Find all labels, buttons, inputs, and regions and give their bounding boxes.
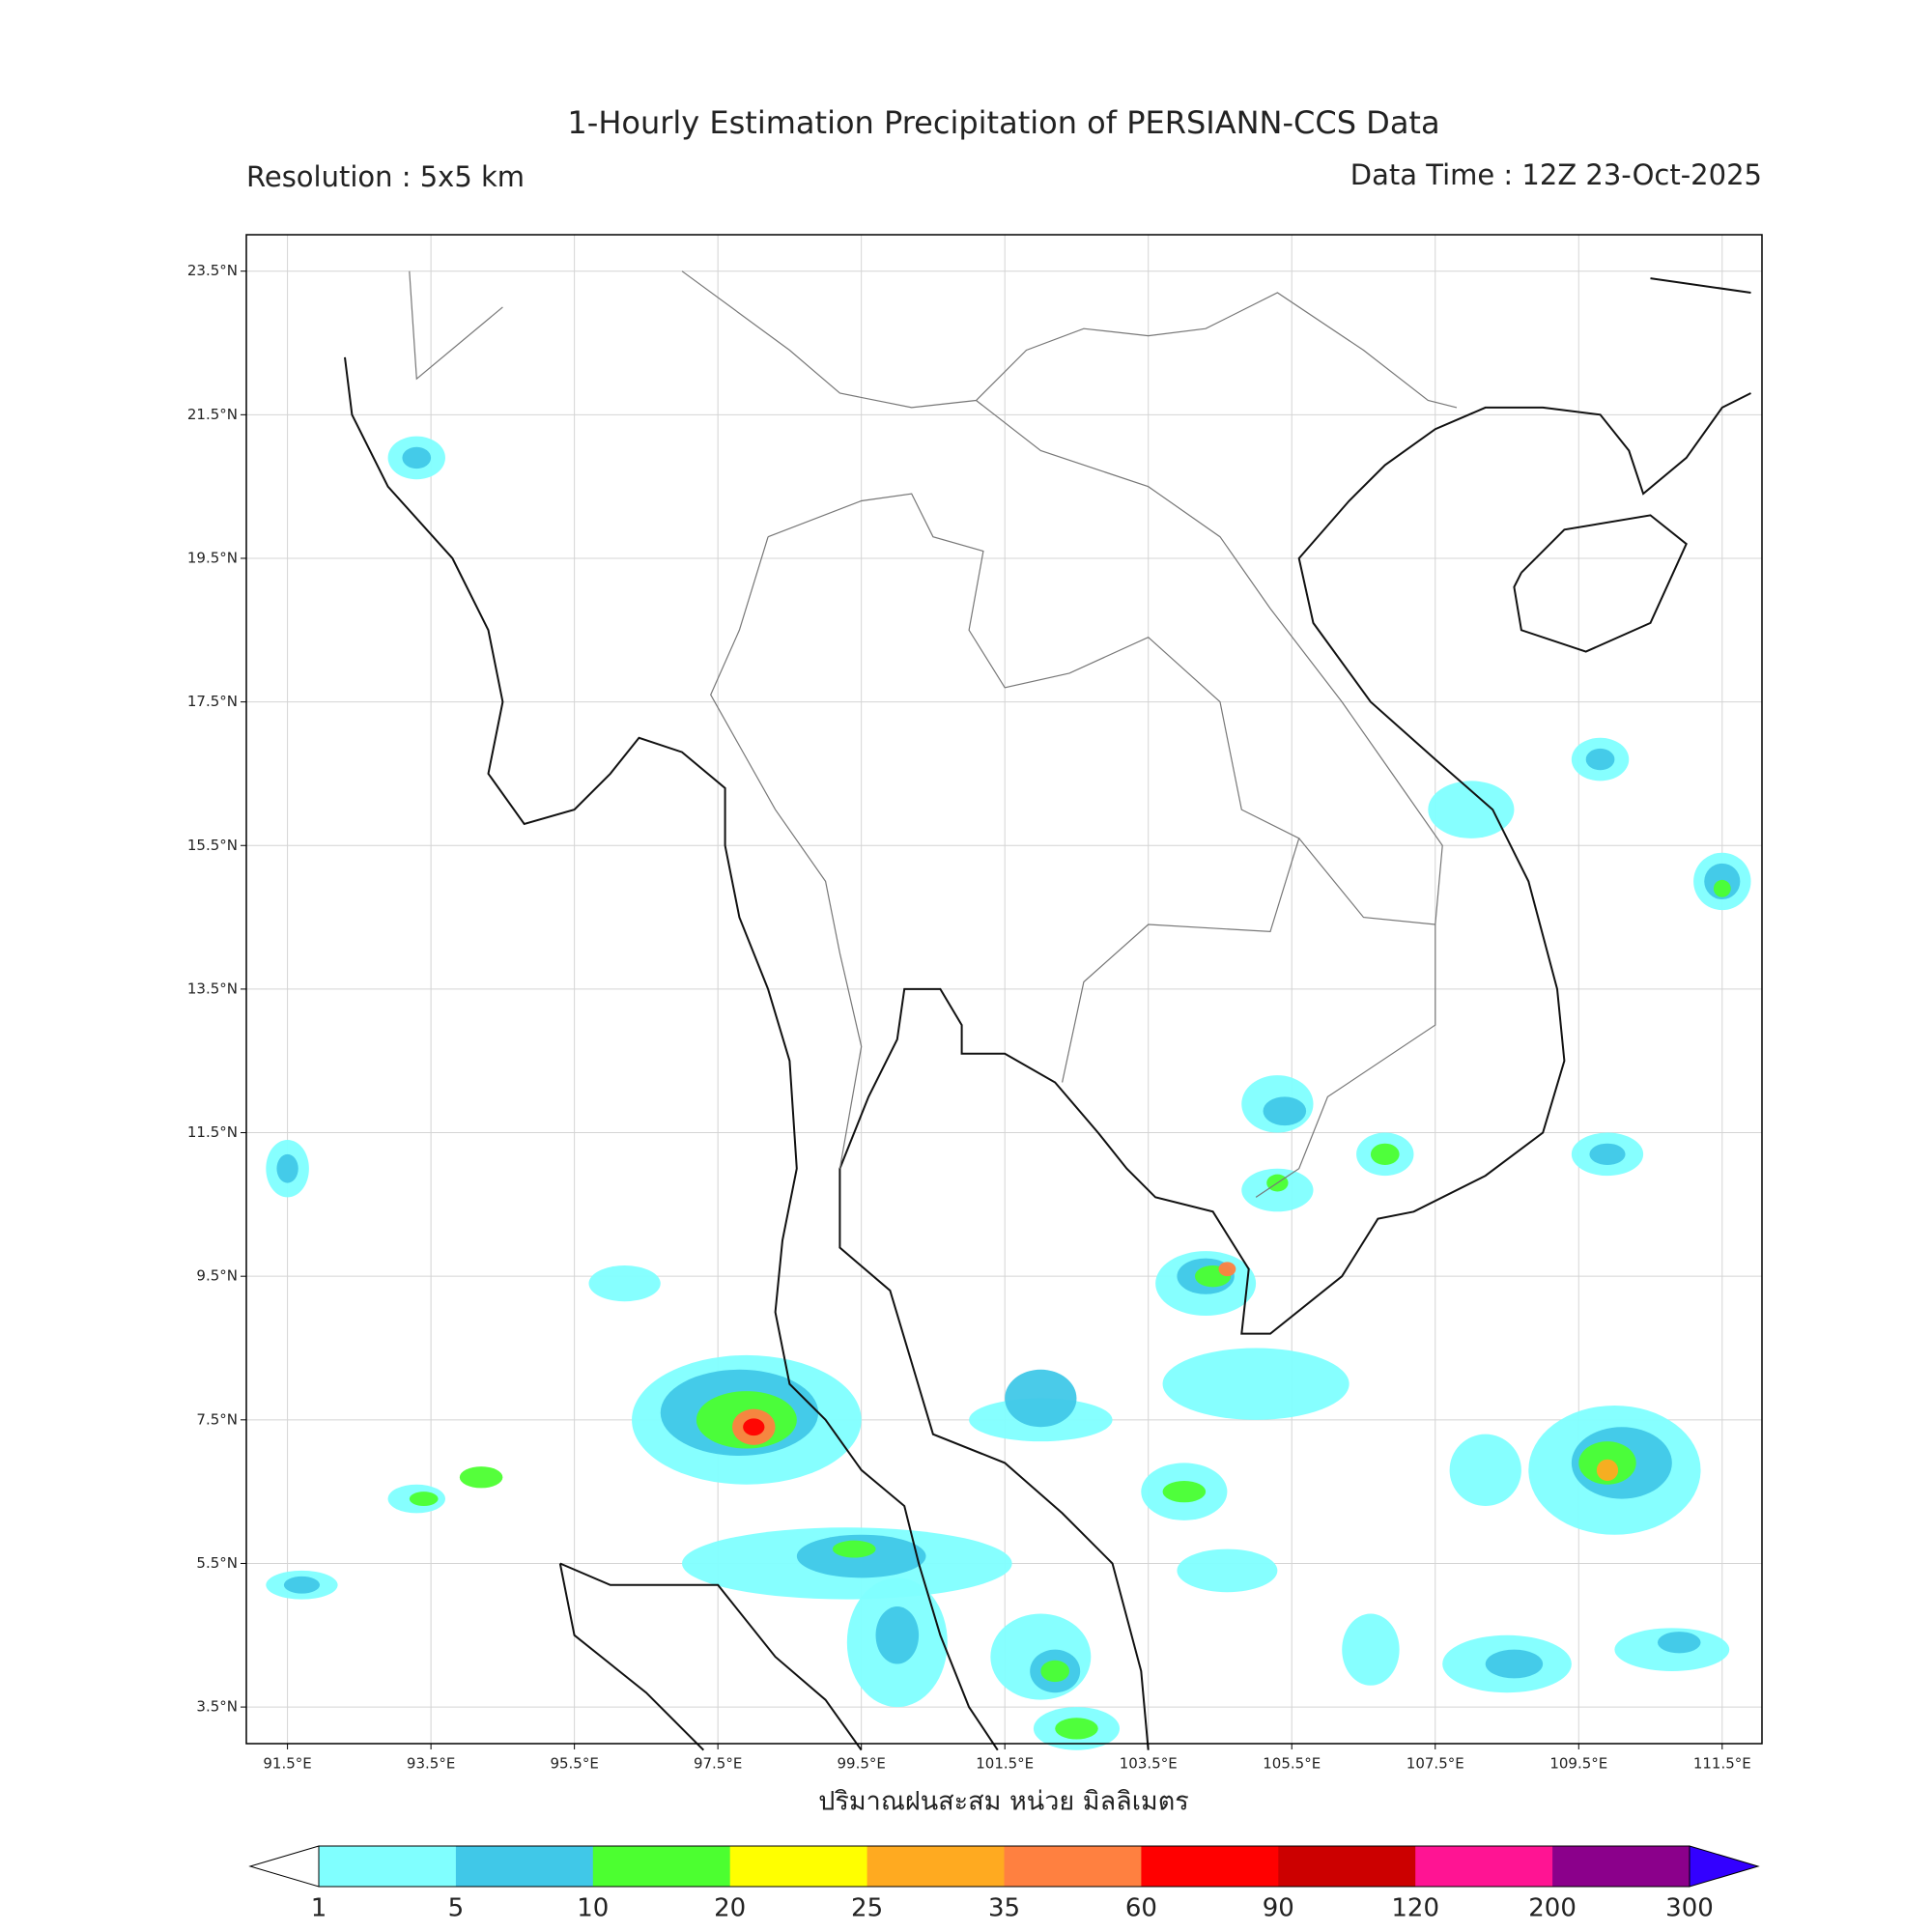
rain-area — [875, 1606, 920, 1664]
y-tick-label: 23.5°N — [187, 262, 238, 279]
colorbar-under — [248, 1845, 320, 1888]
colorbar-label: 200 — [1528, 1894, 1577, 1923]
rain-area — [588, 1265, 661, 1302]
rain-area — [1162, 1480, 1207, 1503]
colorbar: 1 5 10 20 25 35 60 90 120 200 300 — [248, 1845, 1760, 1923]
colorbar-label: 300 — [1665, 1894, 1714, 1923]
colorbar-segment — [1141, 1846, 1279, 1887]
rain-area — [402, 446, 432, 469]
coastline — [838, 392, 1751, 1750]
coastline — [344, 356, 999, 1751]
colorbar-label: 5 — [448, 1894, 465, 1923]
rain-area — [1162, 1348, 1350, 1420]
x-tick-label: 107.5°E — [1406, 1755, 1464, 1773]
rain-area — [1177, 1548, 1278, 1593]
rain-area — [1428, 781, 1515, 838]
border — [767, 493, 1300, 1083]
x-tick-label: 103.5°E — [1120, 1755, 1178, 1773]
y-tick-label: 13.5°N — [187, 980, 238, 997]
border — [681, 270, 1458, 409]
border — [1298, 838, 1435, 925]
x-tick-label: 109.5°E — [1549, 1755, 1607, 1773]
axes: 91.5°E 93.5°E 95.5°E 97.5°E 99.5°E 101.5°E 103… — [187, 262, 1751, 1772]
y-tick-label: 9.5°N — [196, 1267, 238, 1285]
colorbar-segment — [592, 1846, 731, 1887]
rain-area — [1005, 1369, 1077, 1428]
title: 1-Hourly Estimation Precipitation of PER… — [567, 104, 1439, 141]
rain-area — [1449, 1434, 1521, 1507]
x-tick-label: 97.5°E — [694, 1755, 742, 1773]
rain-area — [1589, 1143, 1626, 1165]
x-tick-label: 95.5°E — [550, 1755, 598, 1773]
rain-area — [743, 1418, 765, 1436]
y-tick-label: 21.5°N — [187, 406, 238, 423]
rain-area — [1342, 1613, 1400, 1686]
colorbar-segment — [1415, 1846, 1553, 1887]
colorbar-label: 60 — [1125, 1894, 1157, 1923]
rain-area — [409, 1492, 439, 1507]
colorbar-label: 20 — [714, 1894, 746, 1923]
coastline — [1650, 277, 1751, 294]
y-tick-label: 3.5°N — [196, 1698, 238, 1716]
x-tick-label: 111.5°E — [1693, 1755, 1751, 1773]
x-axis-label: ปริมาณฝนสะสม หน่วย มิลลิเมตร — [818, 1787, 1189, 1817]
precipitation — [266, 436, 1751, 1750]
border — [409, 270, 503, 381]
y-tick-label: 15.5°N — [187, 837, 238, 854]
colorbar-over — [1689, 1845, 1760, 1888]
colorbar-label: 120 — [1391, 1894, 1439, 1923]
colorbar-segment — [1278, 1846, 1416, 1887]
rain-area — [1585, 748, 1615, 771]
colorbar-label: 35 — [988, 1894, 1020, 1923]
colorbar-label: 90 — [1263, 1894, 1294, 1923]
colorbar-label: 25 — [851, 1894, 883, 1923]
colorbar-segment — [867, 1846, 1005, 1887]
x-tick-label: 93.5°E — [407, 1755, 455, 1773]
y-tick-label: 19.5°N — [187, 549, 238, 566]
border — [710, 536, 863, 1169]
colorbar-segment — [455, 1846, 594, 1887]
coastlines — [344, 270, 1751, 1751]
rain-area — [832, 1540, 876, 1558]
y-tick-label: 5.5°N — [196, 1554, 238, 1572]
rain-area — [459, 1466, 503, 1489]
data-time: Data Time : 12Z 23-Oct-2025 — [1350, 158, 1762, 191]
rain-area — [1596, 1459, 1619, 1481]
x-tick-label: 91.5°E — [263, 1755, 311, 1773]
y-tick-label: 11.5°N — [187, 1123, 238, 1141]
rain-area — [1040, 1660, 1070, 1683]
colorbar-frame — [318, 1845, 1690, 1888]
coastline — [1513, 514, 1688, 653]
x-tick-label: 99.5°E — [837, 1755, 885, 1773]
rain-area — [276, 1153, 298, 1183]
rain-area — [1218, 1262, 1236, 1277]
colorbar-segment — [1004, 1846, 1142, 1887]
rain-area — [1485, 1649, 1544, 1679]
x-tick-label: 105.5°E — [1263, 1755, 1321, 1773]
x-tick-label: 101.5°E — [976, 1755, 1034, 1773]
rain-area — [283, 1576, 321, 1594]
rain-area — [1657, 1632, 1701, 1654]
colorbar-label: 10 — [577, 1894, 609, 1923]
rain-area — [1263, 1096, 1307, 1126]
rain-area — [1055, 1718, 1098, 1740]
grid — [246, 235, 1762, 1744]
rain-area — [1713, 879, 1731, 897]
coastline — [559, 1562, 863, 1751]
colorbar-label: 1 — [311, 1894, 327, 1923]
y-tick-label: 7.5°N — [196, 1410, 238, 1428]
colorbar-segment — [729, 1846, 868, 1887]
resolution: Resolution : 5x5 km — [246, 160, 525, 193]
y-tick-label: 17.5°N — [187, 693, 238, 710]
colorbar-segment — [319, 1846, 457, 1887]
rain-area — [1370, 1143, 1400, 1165]
border — [976, 400, 1443, 1198]
colorbar-segment — [1552, 1846, 1690, 1887]
coastline — [558, 1563, 705, 1751]
